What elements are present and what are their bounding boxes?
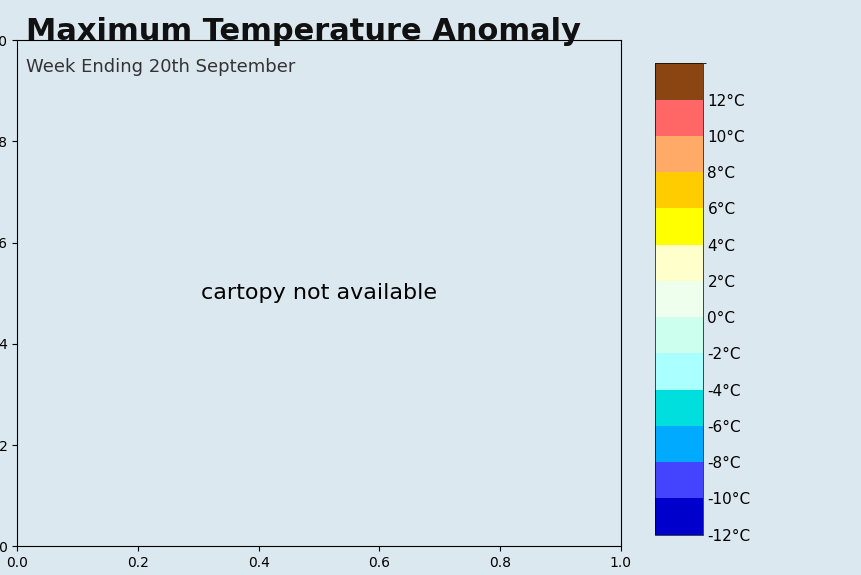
- Text: Maximum Temperature Anomaly: Maximum Temperature Anomaly: [26, 17, 580, 46]
- Text: cartopy not available: cartopy not available: [201, 283, 437, 303]
- Text: Week Ending 20th September: Week Ending 20th September: [26, 58, 295, 75]
